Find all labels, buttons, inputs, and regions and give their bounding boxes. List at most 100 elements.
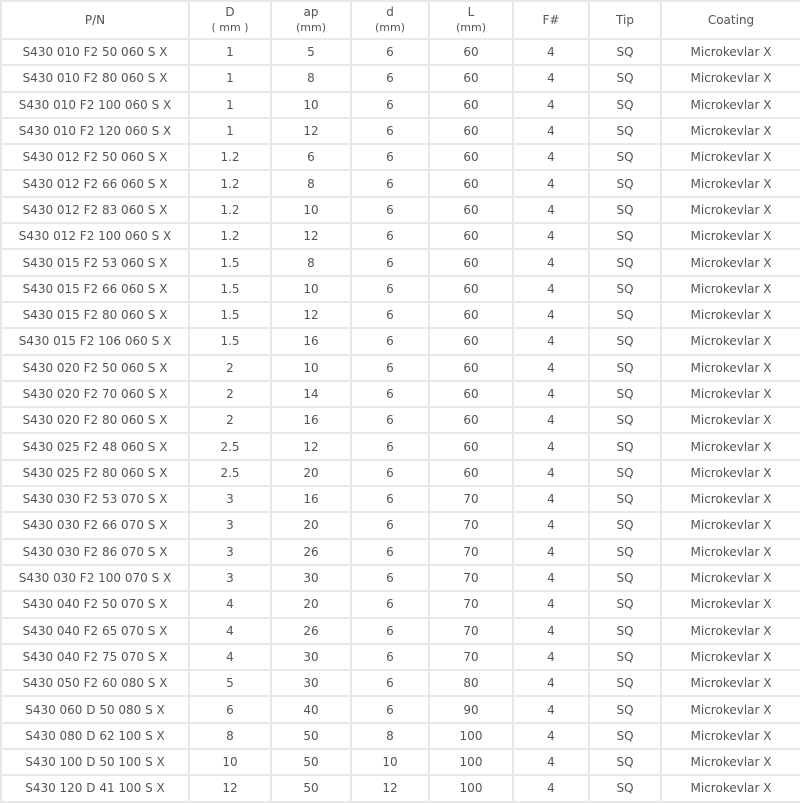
table-cell: SQ <box>588 64 662 93</box>
table-cell: Microkevlar X <box>660 353 800 382</box>
table-cell: SQ <box>588 90 662 119</box>
table-cell: S430 015 F2 53 060 S X <box>0 248 190 277</box>
table-cell: 30 <box>270 669 352 698</box>
table-cell: 4 <box>512 642 590 672</box>
table-cell: 4 <box>512 169 590 198</box>
table-cell: SQ <box>588 274 662 303</box>
table-cell: Microkevlar X <box>660 37 800 67</box>
table-cell: S430 040 F2 65 070 S X <box>0 616 190 645</box>
table-cell: 4 <box>512 511 590 540</box>
table-row: S430 012 F2 50 060 S X 1.2 6 6 60 4 SQ Microkev… <box>0 143 800 172</box>
table-cell: S430 025 F2 80 060 S X <box>0 458 190 488</box>
table-cell: 60 <box>428 90 514 119</box>
table-cell: 16 <box>270 406 352 435</box>
table-row: S430 010 F2 80 060 S X 1 8 6 60 4 SQ Microkevla… <box>0 64 800 93</box>
table-cell: 8 <box>188 721 272 751</box>
table-cell: S430 020 F2 70 060 S X <box>0 379 190 409</box>
table-row: S430 030 F2 53 070 S X 3 16 6 70 4 SQ Microkevl… <box>0 485 800 514</box>
table-cell: 12 <box>270 222 352 251</box>
table-cell: Microkevlar X <box>660 300 800 330</box>
table-cell: 26 <box>270 537 352 566</box>
table-cell: SQ <box>588 748 662 777</box>
table-cell: 50 <box>270 748 352 777</box>
table-row: S430 020 F2 70 060 S X 2 14 6 60 4 SQ Microkevl… <box>0 379 800 409</box>
table-cell: SQ <box>588 169 662 198</box>
table-cell: SQ <box>588 143 662 172</box>
table-cell: Microkevlar X <box>660 406 800 435</box>
table-cell: 60 <box>428 248 514 277</box>
table-row: S430 025 F2 48 060 S X 2.5 12 6 60 4 SQ Microke… <box>0 432 800 461</box>
table-cell: 1.2 <box>188 169 272 198</box>
table-cell: 1 <box>188 37 272 67</box>
table-cell: 6 <box>350 537 430 566</box>
table-cell: S430 010 F2 120 060 S X <box>0 116 190 146</box>
table-cell: 80 <box>428 669 514 698</box>
table-cell: 4 <box>188 616 272 645</box>
table-cell: 1.2 <box>188 222 272 251</box>
table-cell: 70 <box>428 511 514 540</box>
table-cell: 3 <box>188 485 272 514</box>
table-cell: Microkevlar X <box>660 669 800 698</box>
table-cell: SQ <box>588 195 662 225</box>
table-cell: Microkevlar X <box>660 169 800 198</box>
table-row: S430 020 F2 80 060 S X 2 16 6 60 4 SQ Microkevl… <box>0 406 800 435</box>
table-cell: SQ <box>588 590 662 619</box>
table-cell: 40 <box>270 695 352 724</box>
table-row: S430 020 F2 50 060 S X 2 10 6 60 4 SQ Microkevl… <box>0 353 800 382</box>
table-cell: 6 <box>350 195 430 225</box>
table-row: S430 030 F2 86 070 S X 3 26 6 70 4 SQ Microkevl… <box>0 537 800 566</box>
table-cell: 1.5 <box>188 327 272 356</box>
table-cell: 3 <box>188 563 272 593</box>
table-cell: 4 <box>512 616 590 645</box>
table-cell: Microkevlar X <box>660 327 800 356</box>
table-cell: 6 <box>350 669 430 698</box>
table-cell: 6 <box>350 222 430 251</box>
table-cell: 6 <box>350 432 430 461</box>
table-cell: 4 <box>512 64 590 93</box>
table-cell: 1.5 <box>188 248 272 277</box>
table-cell: 4 <box>512 432 590 461</box>
table-cell: 1 <box>188 64 272 93</box>
table-row: S430 010 F2 50 060 S X 1 5 6 60 4 SQ Microkevla… <box>0 37 800 67</box>
table-row: S430 012 F2 66 060 S X 1.2 8 6 60 4 SQ Microkev… <box>0 169 800 198</box>
table-cell: 4 <box>512 458 590 488</box>
table-cell: 1.2 <box>188 143 272 172</box>
table-cell: SQ <box>588 222 662 251</box>
table-cell: SQ <box>588 327 662 356</box>
table-cell: 6 <box>350 458 430 488</box>
table-cell: 3 <box>188 537 272 566</box>
table-cell: 4 <box>512 563 590 593</box>
table-cell: 60 <box>428 116 514 146</box>
table-cell: S430 025 F2 48 060 S X <box>0 432 190 461</box>
table-cell: 30 <box>270 563 352 593</box>
table-cell: Microkevlar X <box>660 274 800 303</box>
table-cell: Microkevlar X <box>660 432 800 461</box>
table-cell: S430 010 F2 80 060 S X <box>0 64 190 93</box>
table-cell: Microkevlar X <box>660 458 800 488</box>
table-cell: Microkevlar X <box>660 90 800 119</box>
table-cell: 4 <box>188 590 272 619</box>
table-cell: SQ <box>588 774 662 803</box>
table-cell: S430 030 F2 100 070 S X <box>0 563 190 593</box>
table-cell: 12 <box>188 774 272 803</box>
table-cell: 70 <box>428 642 514 672</box>
table-cell: Microkevlar X <box>660 379 800 409</box>
table-cell: 4 <box>512 274 590 303</box>
table-row: S430 100 D 50 100 S X 10 50 10 100 4 SQ Microke… <box>0 748 800 777</box>
table-cell: 6 <box>350 274 430 303</box>
table-cell: 60 <box>428 406 514 435</box>
table-cell: 1 <box>188 116 272 146</box>
table-cell: SQ <box>588 248 662 277</box>
table-row: S430 010 F2 100 060 S X 1 10 6 60 4 SQ Microkev… <box>0 90 800 119</box>
table-cell: 6 <box>350 353 430 382</box>
table-cell: Microkevlar X <box>660 248 800 277</box>
table-cell: 14 <box>270 379 352 409</box>
table-cell: Microkevlar X <box>660 64 800 93</box>
table-cell: 6 <box>350 485 430 514</box>
table-cell: 50 <box>270 774 352 803</box>
table-cell: SQ <box>588 721 662 751</box>
table-cell: 8 <box>270 64 352 93</box>
table-cell: Microkevlar X <box>660 774 800 803</box>
table-cell: Microkevlar X <box>660 590 800 619</box>
table-cell: 2.5 <box>188 432 272 461</box>
